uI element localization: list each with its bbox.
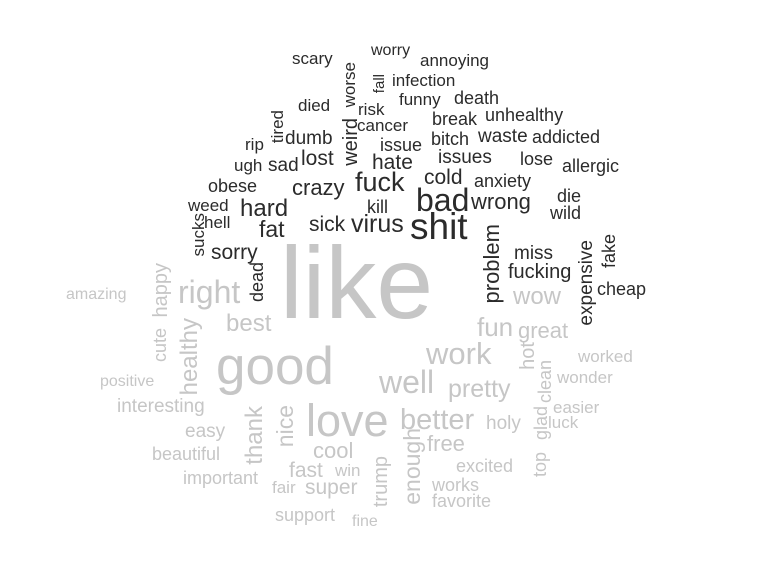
word-free: free <box>427 431 465 456</box>
word-super: super <box>305 476 358 499</box>
word-fall: fall <box>371 74 388 94</box>
word-favorite: favorite <box>432 491 492 511</box>
word-fuck: fuck <box>355 167 405 197</box>
word-hard: hard <box>240 195 289 222</box>
word-hate: hate <box>372 151 413 174</box>
word-allergic: allergic <box>562 156 620 176</box>
word-lost: lost <box>301 147 334 170</box>
word-thank: thank <box>241 406 268 465</box>
word-cancer: cancer <box>357 116 409 135</box>
word-works: works <box>432 475 480 495</box>
word-cute: cute <box>150 328 170 363</box>
word-clean: clean <box>535 360 555 404</box>
word-fast: fast <box>289 459 323 482</box>
word-scary: scary <box>292 49 333 68</box>
word-luck: luck <box>548 413 579 432</box>
word-break: break <box>432 109 478 129</box>
word-work: work <box>426 336 492 371</box>
word-expensive: expensive <box>576 240 597 326</box>
word-infection: infection <box>392 71 456 90</box>
word-right: right <box>178 274 241 310</box>
word-enough: enough <box>399 428 425 505</box>
word-issues: issues <box>438 147 492 168</box>
word-worked: worked <box>578 347 633 366</box>
word-wild: wild <box>550 203 582 223</box>
word-rip: rip <box>245 135 264 154</box>
word-sick: sick <box>309 213 346 236</box>
word-healthy: healthy <box>176 318 203 396</box>
word-support: support <box>275 505 336 525</box>
word-bitch: bitch <box>431 129 470 149</box>
word-sucks: sucks <box>189 213 208 257</box>
word-best: best <box>226 310 272 337</box>
word-funny: funny <box>399 90 441 109</box>
word-easier: easier <box>553 398 600 417</box>
word-fine: fine <box>352 513 378 530</box>
word-problem: problem <box>479 224 504 304</box>
word-virus: virus <box>351 210 404 238</box>
word-shit: shit <box>410 206 468 247</box>
word-kill: kill <box>367 197 388 217</box>
word-bad: bad <box>416 182 470 218</box>
word-addicted: addicted <box>532 127 601 147</box>
word-lose: lose <box>520 149 554 169</box>
word-hell: hell <box>204 213 231 232</box>
word-holy: holy <box>486 413 521 434</box>
word-excited: excited <box>456 456 514 476</box>
word-worry: worry <box>371 42 411 59</box>
word-pretty: pretty <box>448 375 511 403</box>
word-annoying: annoying <box>420 51 490 70</box>
word-crazy: crazy <box>292 175 345 200</box>
word-obese: obese <box>208 176 258 196</box>
word-fake: fake <box>599 234 619 269</box>
word-great: great <box>518 318 569 343</box>
word-wrong: wrong <box>471 189 531 214</box>
word-well: well <box>379 364 435 400</box>
word-sorry: sorry <box>211 241 258 264</box>
word-positive: positive <box>100 373 155 390</box>
word-love: love <box>306 395 389 446</box>
word-waste: waste <box>478 126 528 147</box>
word-cold: cold <box>424 166 463 189</box>
word-tired: tired <box>268 110 287 144</box>
word-fat: fat <box>259 216 285 242</box>
word-trump: trump <box>370 456 392 508</box>
word-fucking: fucking <box>508 261 572 283</box>
word-cheap: cheap <box>597 279 647 299</box>
word-died: died <box>298 96 331 115</box>
word-risk: risk <box>358 100 385 119</box>
word-sad: sad <box>268 155 299 176</box>
word-fair: fair <box>272 478 296 497</box>
word-beautiful: beautiful <box>152 444 221 464</box>
word-cool: cool <box>313 438 354 463</box>
word-death: death <box>454 88 500 108</box>
word-important: important <box>183 468 259 488</box>
word-unhealthy: unhealthy <box>485 105 564 125</box>
word-die: die <box>557 186 582 206</box>
word-dead: dead <box>247 262 267 303</box>
word-ugh: ugh <box>234 156 263 175</box>
word-anxiety: anxiety <box>474 171 532 191</box>
word-amazing: amazing <box>66 286 127 303</box>
word-like: like <box>280 226 434 340</box>
word-nice: nice <box>272 405 298 448</box>
word-weed: weed <box>188 196 229 215</box>
word-dumb: dumb <box>285 128 333 149</box>
word-fun: fun <box>477 312 514 342</box>
word-happy: happy <box>150 263 172 318</box>
word-good: good <box>216 337 334 396</box>
word-easy: easy <box>185 421 226 442</box>
word-wow: wow <box>513 283 562 310</box>
word-issue: issue <box>380 135 423 155</box>
word-wonder: wonder <box>557 368 613 387</box>
word-miss: miss <box>514 243 554 264</box>
word-worse: worse <box>340 62 359 108</box>
word-interesting: interesting <box>117 396 205 417</box>
word-win: win <box>335 461 361 480</box>
word-top: top <box>530 452 550 478</box>
word-better: better <box>400 404 475 436</box>
